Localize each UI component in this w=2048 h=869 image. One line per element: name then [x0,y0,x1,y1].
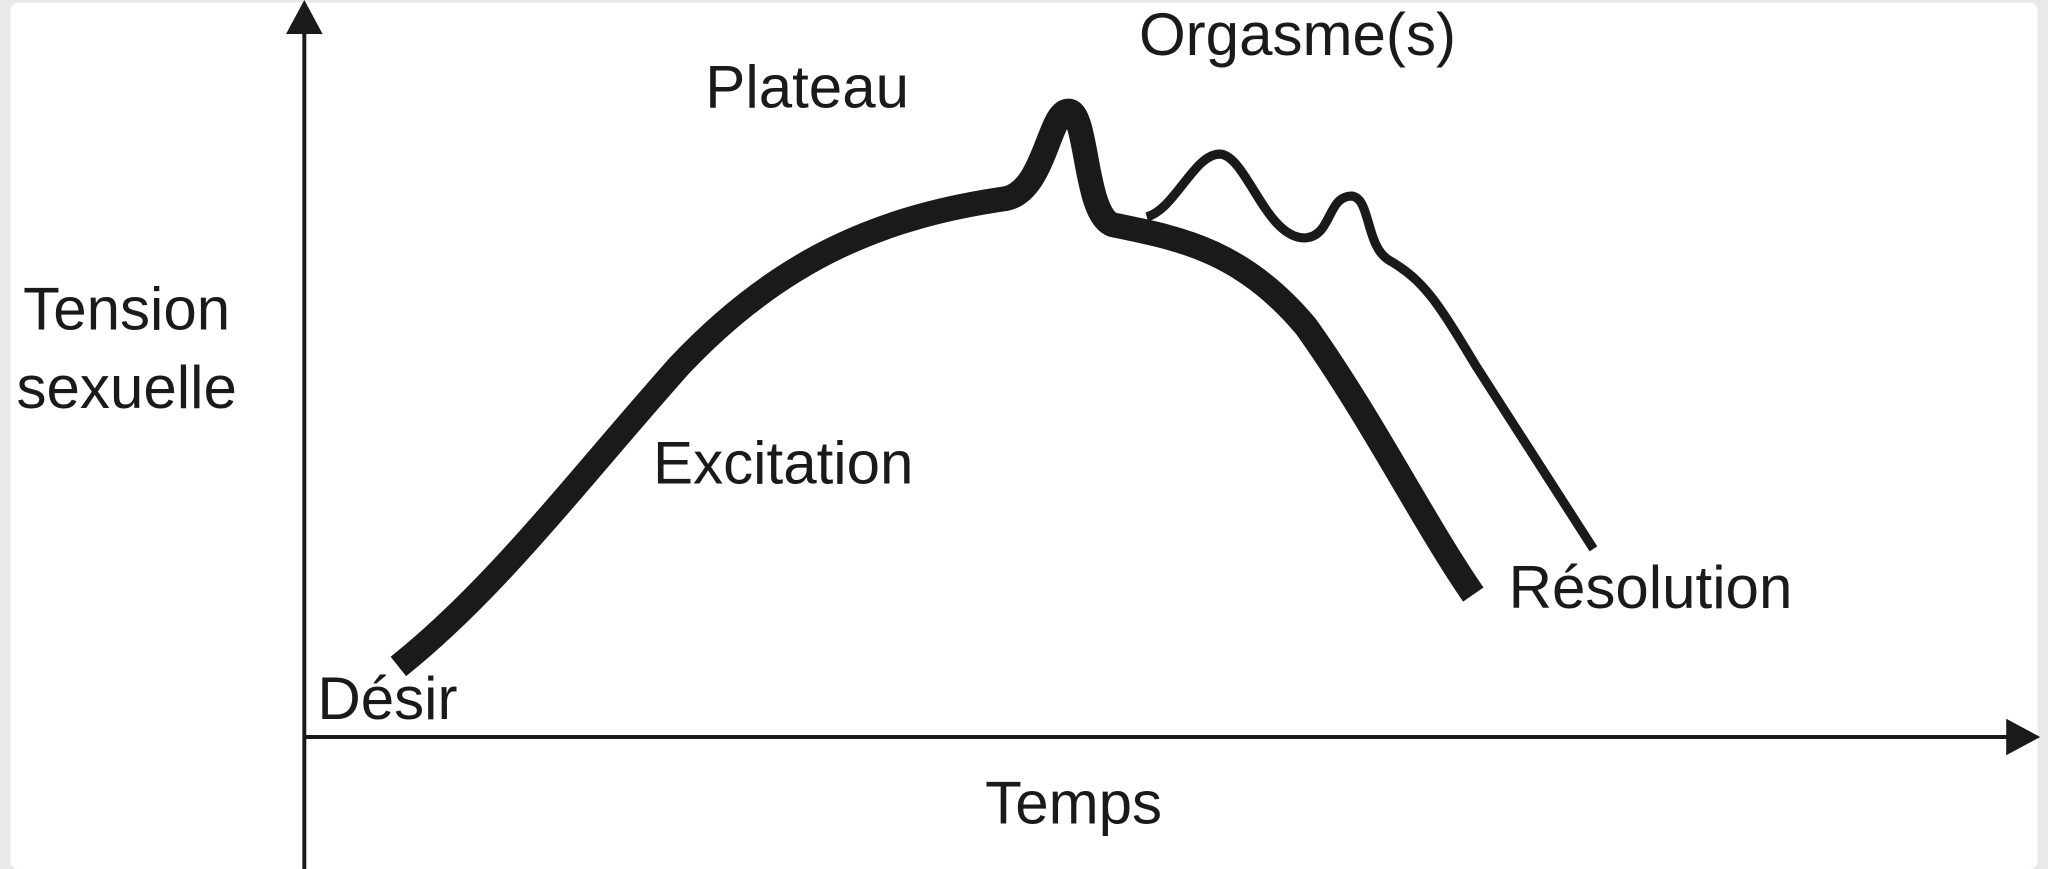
y-axis-arrow [286,0,323,34]
y-axis-label: sexuelle [17,354,237,421]
background [10,2,2038,869]
x-axis-arrow [2006,718,2041,756]
phase-label: Excitation [653,430,913,497]
main-curve [390,98,1484,677]
phase-label: Désir [317,665,457,732]
phase-label: Plateau [705,53,909,120]
multiple-orgasm-curve [1145,149,1598,552]
phase-label: Orgasme(s) [1139,1,1456,68]
phase-label: Résolution [1509,554,1793,621]
y-axis-label: Tension [23,275,230,342]
x-axis-label: Temps [985,769,1162,836]
